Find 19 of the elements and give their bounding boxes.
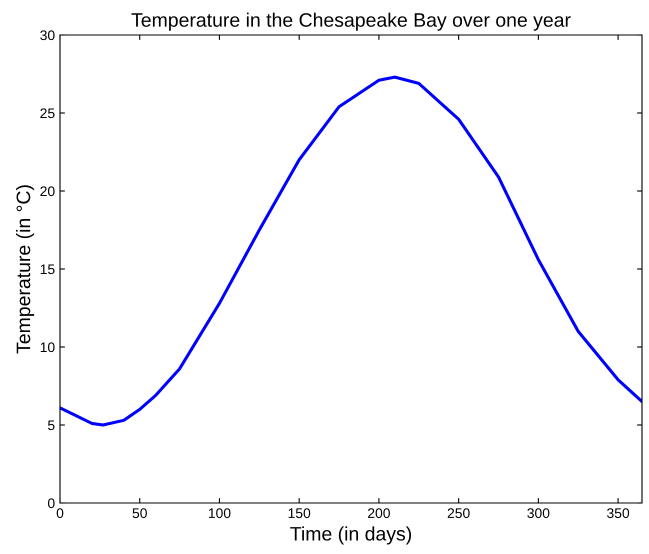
x-tick-label: 250: [448, 508, 470, 518]
y-tick-label: 5: [48, 420, 55, 430]
y-tick-label: 25: [40, 108, 55, 118]
y-tick-label: 10: [40, 342, 55, 352]
x-tick-label: 300: [527, 508, 550, 518]
chart-title: Temperature in the Chesapeake Bay over one year: [132, 12, 571, 31]
y-tick-label: 30: [40, 30, 55, 40]
x-tick-label: 0: [56, 508, 64, 518]
line-series: [60, 76, 642, 427]
x-tick-label: 200: [368, 508, 390, 518]
x-tick-label: 50: [132, 508, 147, 518]
x-axis-title: Time (in days): [290, 526, 412, 544]
x-tick-label: 100: [208, 508, 230, 518]
y-tick-label: 20: [40, 186, 55, 196]
x-tick-label: 150: [288, 508, 310, 518]
y-tick-label: 15: [40, 264, 55, 274]
y-axis-title: Temperature (in °C): [16, 185, 34, 354]
y-tick-label: 0: [48, 498, 55, 508]
x-tick-label: 350: [607, 508, 630, 518]
